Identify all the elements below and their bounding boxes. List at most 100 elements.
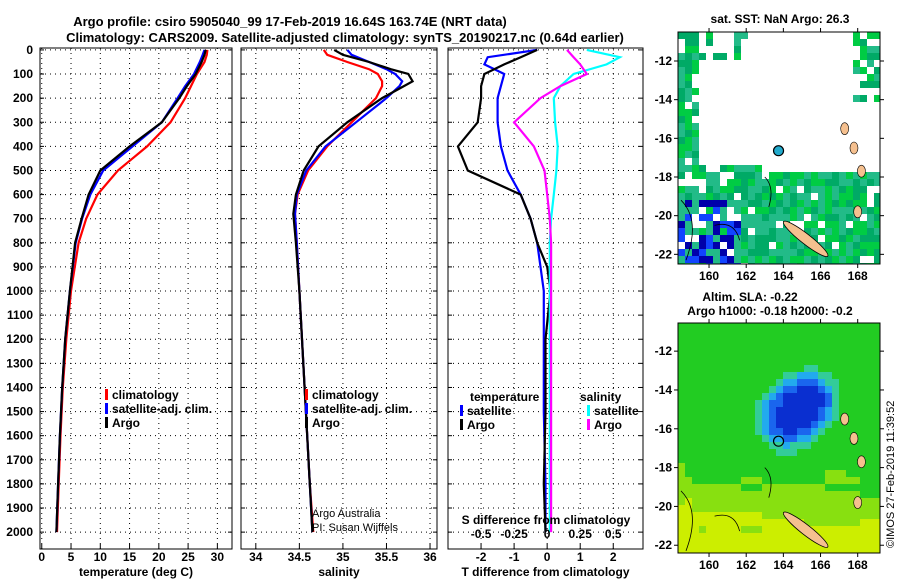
map-cell [811,456,818,463]
map-cell [839,179,846,186]
map-cell [811,526,818,533]
map-cell [818,547,825,553]
map-cell [769,442,776,449]
map-cell [713,235,720,242]
map-cell [727,533,734,540]
map-cell [860,67,867,74]
map-cell [860,533,867,540]
map-cell [797,428,804,435]
map-cell [818,372,825,379]
map-cell [874,200,880,207]
plot-frame [39,47,233,550]
map-cell [874,67,880,74]
map-cell [832,330,839,337]
map-cell [832,512,839,519]
map-cell [846,533,853,540]
map-cell [678,60,685,67]
map-cell [748,344,755,351]
map-cell [811,400,818,407]
map-cell [846,207,853,214]
map-cell [846,498,853,505]
map-cell [755,533,762,540]
map-cell [692,484,699,491]
map-cell [678,165,685,172]
map-cell [846,214,853,221]
map-cell [769,491,776,498]
map-cell [720,207,727,214]
map-cell [804,540,811,547]
map-cell [832,477,839,484]
map-cell [692,158,699,165]
map-cell [720,526,727,533]
map-cell [706,214,713,221]
map-cell [874,449,880,456]
map-cell [783,386,790,393]
map-cell [853,249,860,256]
map-cell [699,228,706,235]
map-cell [769,365,776,372]
map-cell [818,519,825,526]
map-cell [734,165,741,172]
map-cell [713,547,720,553]
map-cell [720,214,727,221]
map-cell [825,228,832,235]
map-cell [804,491,811,498]
map-cell [769,456,776,463]
map-cell [720,193,727,200]
map-cell [860,540,867,547]
map-cell [839,449,846,456]
map-cell [727,526,734,533]
map-cell [678,67,685,74]
map-cell [741,235,748,242]
map-cell [699,235,706,242]
map-cell [811,547,818,553]
map-cell [678,109,685,116]
map-cell [678,421,685,428]
map-cell [839,372,846,379]
map-cell [783,249,790,256]
map-cell [685,221,692,228]
map-cell [867,214,874,221]
map-cell [839,547,846,553]
map-cell [762,519,769,526]
map-cell [825,484,832,491]
map-cell [804,386,811,393]
map-cell [678,533,685,540]
map-lon-label: 164 [773,558,793,572]
map-cell [874,484,880,491]
map-cell [692,428,699,435]
legend-label: satellite [594,404,639,418]
map-cell [678,498,685,505]
map-cell [804,200,811,207]
map-subtitle: Argo h1000: -0.18 h2000: -0.2 [687,304,853,318]
map-cell [811,477,818,484]
map-cell [748,323,755,330]
map-lat-label: -22 [655,538,673,552]
map-cell [685,256,692,263]
map-cell [720,428,727,435]
map-cell [818,491,825,498]
map-cell [685,414,692,421]
map-cell [685,442,692,449]
map-cell [720,484,727,491]
map-cell [741,330,748,337]
map-cell [713,242,720,249]
map-cell [832,456,839,463]
map-cell [839,491,846,498]
map-cell [846,323,853,330]
map-cell [692,351,699,358]
map-cell [685,53,692,60]
map-cell [706,32,713,39]
map-cell [699,442,706,449]
map-cell [769,172,776,179]
map-cell [741,512,748,519]
map-cell [825,491,832,498]
map-cell [734,526,741,533]
map-cell [769,540,776,547]
map-cell [860,547,867,553]
map-cell [692,123,699,130]
map-cell [720,477,727,484]
map-cell [867,421,874,428]
map-cell [734,449,741,456]
map-cell [713,393,720,400]
